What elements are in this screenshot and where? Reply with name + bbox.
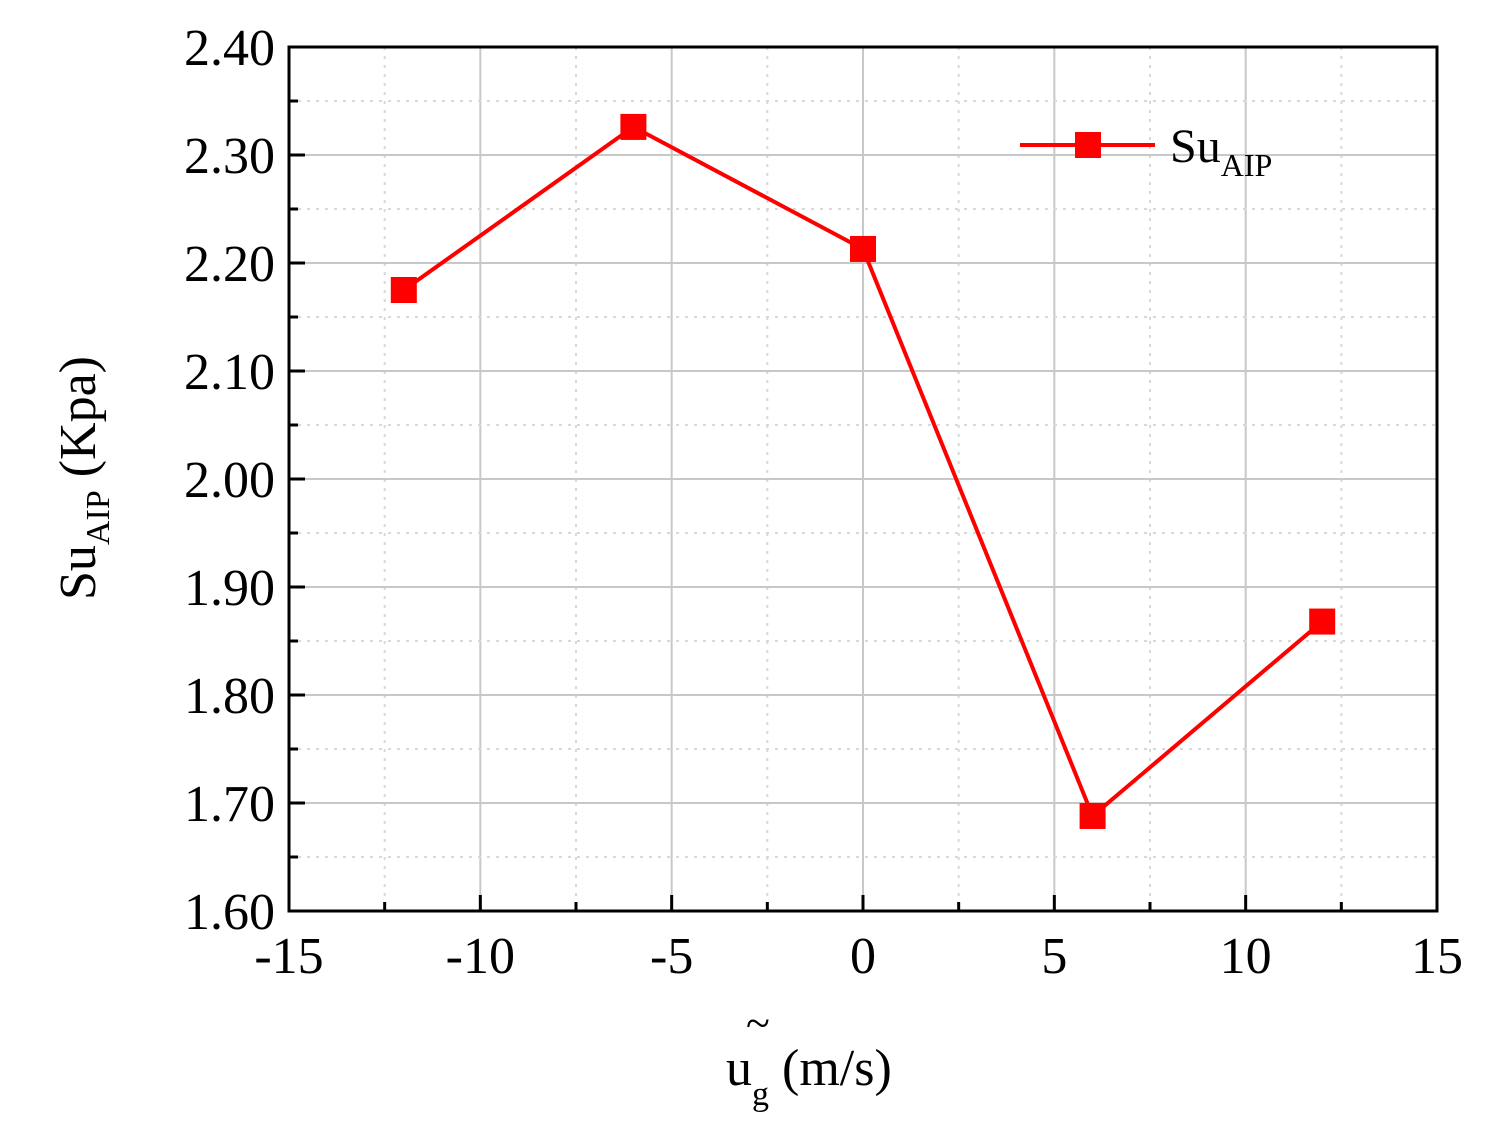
y-tick-label: 2.00 bbox=[184, 452, 275, 509]
y-tick-labels: 1.60 1.70 1.80 1.90 2.00 2.10 2.20 2.30 2.40 bbox=[184, 20, 275, 941]
x-tick-labels: -15 -10 -5 0 5 10 15 bbox=[254, 928, 1463, 985]
y-axis-title-unit: (Kpa) bbox=[50, 356, 107, 490]
y-tick-label: 2.30 bbox=[184, 128, 275, 185]
y-tick-label: 2.40 bbox=[184, 20, 275, 77]
grid-lines bbox=[289, 47, 1437, 911]
legend-label-base: Su bbox=[1170, 120, 1221, 173]
y-tick-label: 2.10 bbox=[184, 344, 275, 401]
y-tick-label: 1.60 bbox=[184, 884, 275, 941]
x-axis-title-accent: ~ bbox=[746, 999, 770, 1048]
data-point-marker bbox=[390, 277, 417, 303]
data-point-marker bbox=[1309, 608, 1336, 635]
x-axis-title-unit: (m/s) bbox=[769, 1040, 892, 1097]
y-tick-label: 1.90 bbox=[184, 560, 275, 617]
x-tick-label: -10 bbox=[446, 928, 515, 985]
x-tick-label: 0 bbox=[850, 928, 876, 985]
x-axis-title-base: u bbox=[726, 1040, 752, 1097]
x-axis-title-subscript: g bbox=[752, 1076, 769, 1113]
x-tick-label: 15 bbox=[1411, 928, 1463, 985]
plot-frame bbox=[287, 45, 1439, 913]
x-tick-label: -15 bbox=[254, 928, 323, 985]
y-axis-title: SuAIP (Kpa) bbox=[50, 356, 117, 600]
legend: SuAIP bbox=[1020, 120, 1272, 183]
data-point-marker bbox=[620, 113, 647, 140]
y-axis-title-subscript: AIP bbox=[80, 490, 117, 545]
y-tick-label: 2.20 bbox=[184, 236, 275, 293]
x-tick-label: 5 bbox=[1041, 928, 1067, 985]
series-layer bbox=[390, 113, 1336, 829]
legend-marker-square bbox=[1075, 132, 1101, 158]
x-tick-label: -5 bbox=[650, 928, 693, 985]
legend-label-subscript: AIP bbox=[1221, 147, 1273, 183]
data-point-marker bbox=[850, 235, 876, 262]
y-tick-label: 1.80 bbox=[184, 668, 275, 725]
legend-label: SuAIP bbox=[1170, 120, 1272, 183]
data-point-marker bbox=[1079, 802, 1106, 829]
x-axis-title: ug (m/s) bbox=[726, 1040, 892, 1113]
x-tick-label: 10 bbox=[1220, 928, 1272, 985]
y-tick-label: 1.70 bbox=[184, 776, 275, 833]
y-axis-title-base: Su bbox=[50, 545, 107, 600]
